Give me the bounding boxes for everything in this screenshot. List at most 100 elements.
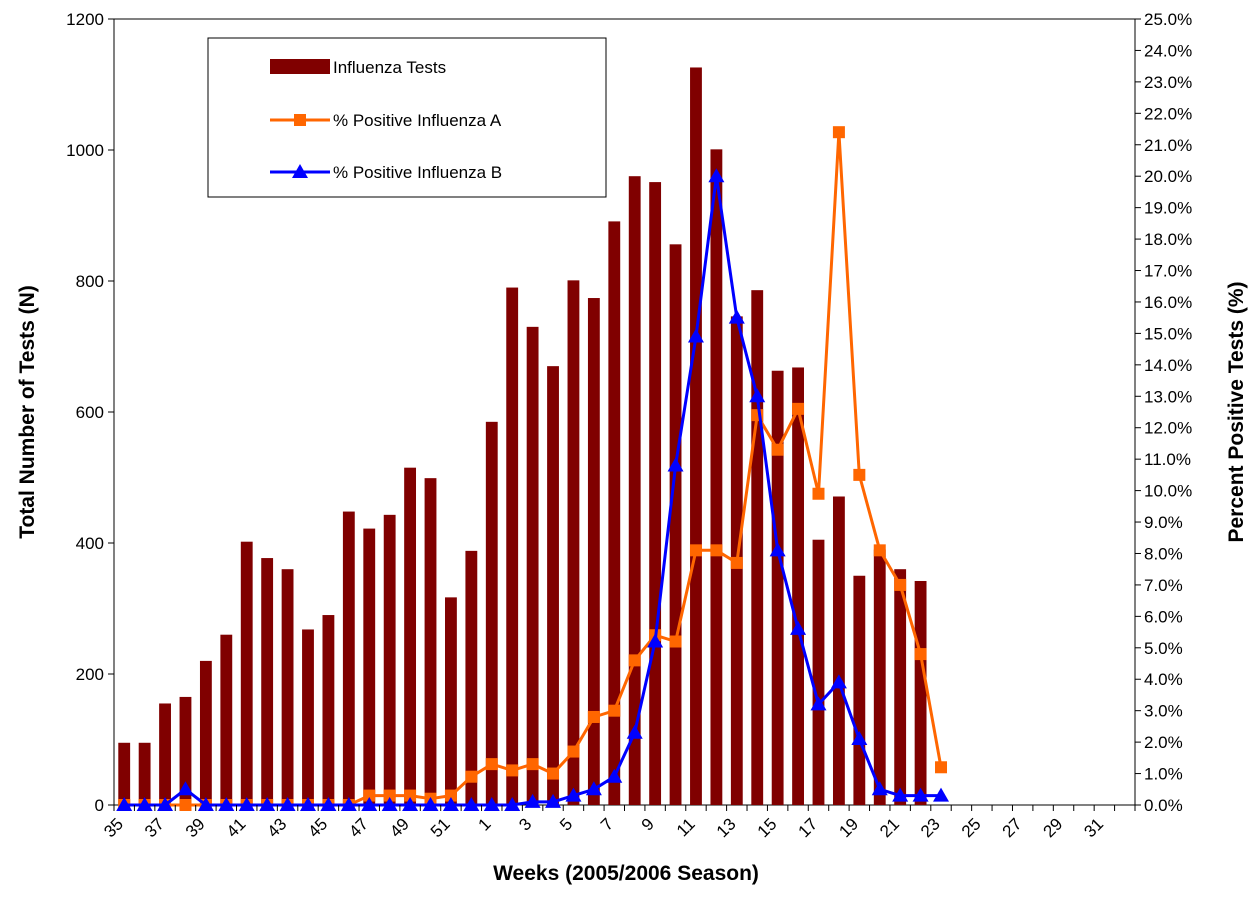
x-axis-tick-label: 13 <box>713 814 740 841</box>
bar-influenza-tests <box>914 580 927 805</box>
bar-influenza-tests <box>445 597 457 805</box>
bar-influenza-tests <box>547 366 559 805</box>
point-influenza-b <box>626 724 643 739</box>
bar-influenza-tests <box>404 467 417 805</box>
bar-influenza-tests <box>506 287 519 805</box>
point-influenza-a <box>812 487 825 500</box>
point-influenza-b <box>565 787 582 802</box>
point-influenza-b <box>218 797 235 811</box>
point-influenza-b <box>830 674 847 689</box>
x-axis-tick-label: 15 <box>754 814 781 841</box>
point-influenza-b <box>361 797 378 811</box>
right-axis-tick-label: 9.0% <box>1144 513 1183 532</box>
point-influenza-a <box>832 126 845 139</box>
bar-influenza-tests <box>690 67 702 806</box>
bar-influenza-tests <box>322 615 335 805</box>
point-influenza-b <box>667 457 684 472</box>
right-y-axis-title: Percent Positive Tests (%) <box>1225 281 1248 542</box>
point-influenza-b <box>933 787 950 802</box>
bar-influenza-tests <box>465 550 478 805</box>
point-influenza-a <box>608 704 621 717</box>
bar-influenza-tests <box>526 326 539 805</box>
bar-influenza-tests <box>159 703 171 805</box>
point-influenza-a <box>547 767 560 780</box>
right-axis-tick-label: 17.0% <box>1144 262 1192 281</box>
lines-layer <box>116 126 950 811</box>
point-influenza-b <box>912 787 929 802</box>
bar-influenza-tests <box>383 514 396 805</box>
bar-influenza-tests <box>261 558 274 805</box>
left-y-axis-title: Total Number of Tests (N) <box>16 285 39 539</box>
bar-influenza-tests <box>628 176 641 805</box>
right-axis-tick-label: 16.0% <box>1144 293 1192 312</box>
bar-influenza-tests <box>649 182 662 806</box>
legend-marker-influenza-a <box>294 114 306 126</box>
x-axis-tick-label: 17 <box>795 814 822 841</box>
point-influenza-b <box>279 797 296 811</box>
right-axis-tick-label: 20.0% <box>1144 167 1192 186</box>
x-axis-tick-label: 51 <box>427 814 454 841</box>
point-influenza-a <box>526 758 539 771</box>
left-axis-tick-label: 0 <box>95 796 104 815</box>
point-influenza-b <box>259 797 276 811</box>
bar-influenza-tests <box>240 541 253 805</box>
point-influenza-a <box>363 789 376 802</box>
point-influenza-b <box>177 781 194 796</box>
x-axis-tick-label: 47 <box>345 814 372 841</box>
point-influenza-b <box>585 781 602 796</box>
point-influenza-b <box>851 730 868 745</box>
x-axis-tick-label: 5 <box>556 814 576 834</box>
bar-influenza-tests <box>812 539 825 805</box>
legend: Influenza Tests % Positive Influenza A %… <box>207 37 607 198</box>
right-axis-tick-label: 4.0% <box>1144 670 1183 689</box>
bar-influenza-tests <box>710 149 723 806</box>
x-axis-tick-label: 23 <box>917 814 944 841</box>
bar-influenza-tests <box>363 528 376 805</box>
point-influenza-b <box>116 797 133 811</box>
left-axis-tick-label: 200 <box>76 665 104 684</box>
left-axis-tick-label: 1000 <box>66 141 104 160</box>
point-influenza-a <box>383 789 396 802</box>
point-influenza-a <box>873 544 886 557</box>
point-influenza-b <box>524 793 541 808</box>
right-axis-tick-label: 6.0% <box>1144 607 1183 626</box>
point-influenza-a <box>179 799 192 811</box>
point-influenza-a <box>628 654 641 667</box>
legend-marker-influenza-b <box>292 164 308 178</box>
point-influenza-b <box>810 696 827 711</box>
point-influenza-b <box>157 797 174 811</box>
bar-influenza-tests <box>873 549 886 805</box>
right-axis-tick-label: 3.0% <box>1144 702 1183 721</box>
bar-influenza-tests <box>792 367 804 805</box>
point-influenza-a <box>689 544 702 557</box>
right-axis-tick-label: 23.0% <box>1144 73 1192 92</box>
bar-influenza-tests <box>669 244 682 805</box>
point-influenza-a <box>914 648 927 661</box>
point-influenza-a <box>444 789 457 802</box>
x-axis-tick-label: 45 <box>304 814 331 841</box>
bar-influenza-tests <box>302 629 314 805</box>
point-influenza-a <box>669 635 682 648</box>
x-axis-tick-label: 43 <box>264 814 291 841</box>
bar-influenza-tests <box>894 569 907 805</box>
point-influenza-b <box>728 309 745 324</box>
bar-influenza-tests <box>342 511 355 805</box>
point-influenza-a <box>894 578 907 591</box>
point-influenza-a <box>935 761 948 774</box>
point-influenza-b <box>320 797 337 811</box>
right-axis-tick-label: 24.0% <box>1144 41 1192 60</box>
point-influenza-a <box>567 745 580 758</box>
point-influenza-b <box>442 797 459 811</box>
point-influenza-b <box>197 797 214 811</box>
point-influenza-a <box>730 556 743 569</box>
right-axis-tick-label: 19.0% <box>1144 199 1192 218</box>
point-influenza-a <box>792 402 805 415</box>
point-influenza-b <box>136 797 153 811</box>
left-axis-tick-label: 600 <box>76 403 104 422</box>
right-axis-tick-label: 7.0% <box>1144 576 1183 595</box>
point-influenza-b <box>381 797 398 811</box>
point-influenza-b <box>463 797 480 811</box>
x-axis-tick-label: 27 <box>999 814 1026 841</box>
point-influenza-b <box>647 633 664 648</box>
